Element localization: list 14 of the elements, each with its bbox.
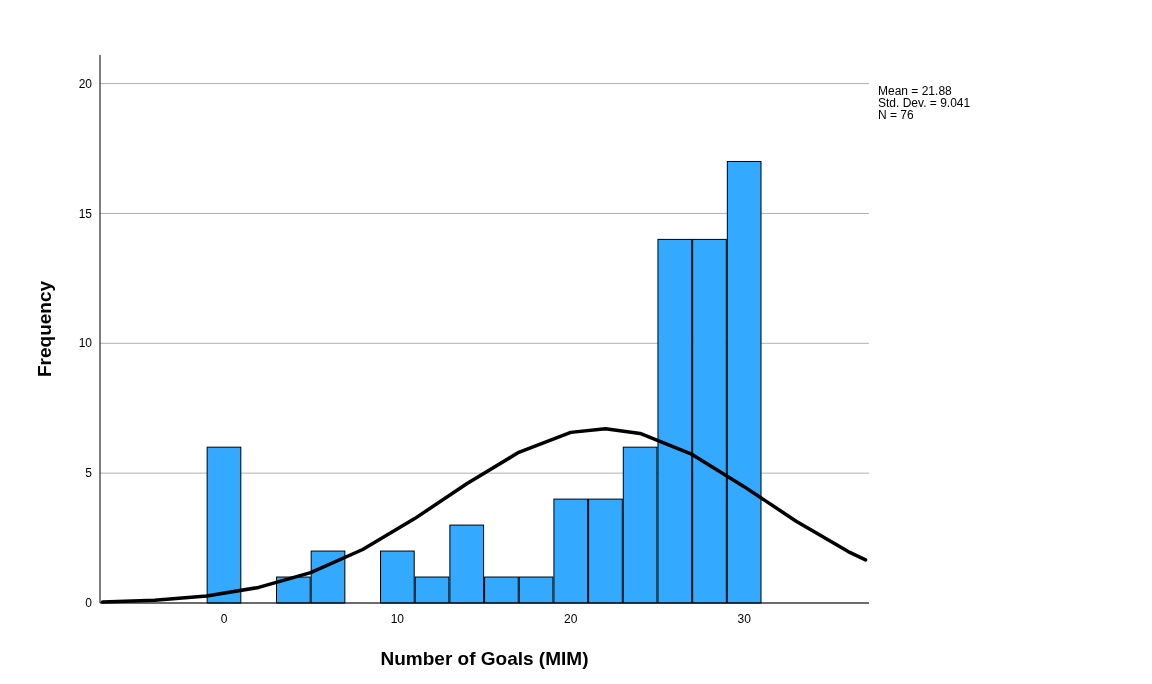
text: N = 76 [878, 108, 915, 122]
text: Std. Dev. = 9.041 [878, 96, 971, 110]
y-tick-label: 0 [85, 596, 93, 611]
x-tick-label: 0 [220, 612, 228, 626]
y-tick-label: 5 [85, 466, 93, 481]
y-tick-label: 10 [78, 336, 93, 351]
text: Mean = 21.88 [878, 84, 953, 98]
x-tick-label: 20 [564, 612, 578, 626]
y-axis-title: Frequency [34, 280, 55, 378]
x-tick-label: 10 [390, 612, 405, 626]
y-tick-label: 20 [78, 76, 93, 91]
x-axis-title: Number of Goals (MIM) [380, 648, 589, 669]
y-tick-label: 15 [78, 206, 93, 221]
x-tick-label: 30 [737, 612, 752, 626]
